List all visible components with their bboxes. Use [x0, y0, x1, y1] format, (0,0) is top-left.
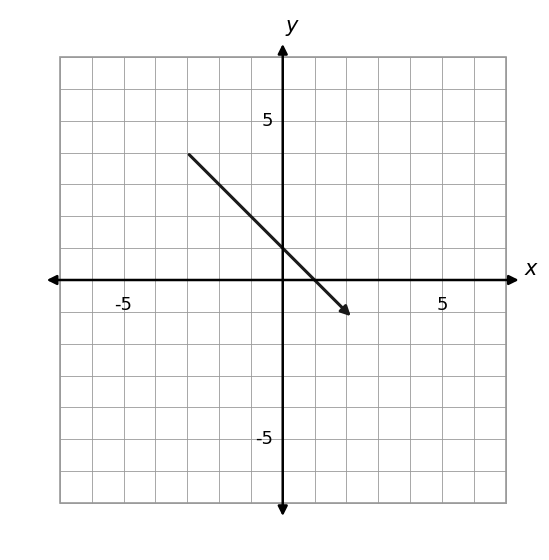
Text: y: y — [285, 16, 298, 36]
Text: -5: -5 — [115, 296, 132, 314]
Text: 5: 5 — [436, 296, 447, 314]
Text: x: x — [525, 259, 537, 279]
Text: -5: -5 — [255, 430, 273, 448]
Text: 5: 5 — [262, 112, 273, 130]
